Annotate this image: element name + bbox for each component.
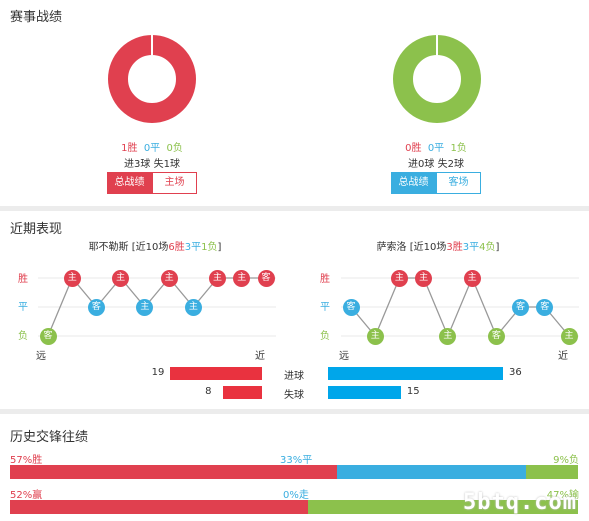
left-summary-post: ] [217, 242, 222, 253]
left-scored-bar [169, 367, 262, 380]
left-form-point: 主 [112, 269, 130, 287]
right-conceded-value: 15 [406, 386, 420, 397]
left-scored-value: 19 [151, 367, 165, 378]
left-form-point: 主 [209, 269, 227, 287]
left-recent-summary: 耶不勒斯 [近10场6胜3平1负] [40, 238, 270, 253]
right-form-point: 主 [366, 327, 384, 345]
left-win-count: 1胜 [121, 143, 138, 154]
left-level-loss: 负 [18, 331, 28, 342]
right-scored-bar [328, 367, 503, 380]
right-level-win: 胜 [320, 274, 330, 285]
history-section: 历史交锋往绩 57%胜 33%平 9%负 52%赢 0%走 47%输 5btq.… [0, 414, 589, 521]
history-win-bar [10, 465, 338, 479]
right-recent-losses: 4负 [479, 242, 496, 253]
history-loss-bar [526, 465, 578, 479]
recent-section: 近期表现 耶不勒斯 [近10场6胜3平1负] 萨索洛 [近10场3胜3平4负] … [0, 211, 589, 409]
right-form-point: 客 [487, 327, 505, 345]
handicap-win-pct: 52%赢 [10, 490, 43, 501]
left-summary-pre: [近10场 [131, 242, 169, 253]
left-recent-losses: 1负 [201, 242, 218, 253]
right-form-point: 主 [560, 327, 578, 345]
right-form-point: 客 [512, 298, 530, 316]
left-level-win: 胜 [18, 274, 28, 285]
right-record-wdl: 0胜 0平 1负 [366, 139, 506, 154]
left-form-point: 主 [160, 269, 178, 287]
left-goals: 进3球 失1球 [124, 159, 180, 170]
left-recent-wins: 6胜 [168, 242, 185, 253]
right-form-point: 客 [342, 298, 360, 316]
history-draw-bar [337, 465, 527, 479]
right-scored-value: 36 [509, 367, 522, 378]
right-goals: 进0球 失2球 [408, 159, 464, 170]
right-team-name: 萨索洛 [376, 242, 407, 253]
left-form-point: 主 [136, 298, 154, 316]
right-tab-away[interactable]: 客场 [436, 172, 481, 194]
right-recent-wins: 3胜 [446, 242, 463, 253]
left-form-point: 客 [257, 269, 275, 287]
left-form-point: 主 [63, 269, 81, 287]
right-record-ring [393, 35, 481, 123]
right-form-point: 主 [415, 269, 433, 287]
scored-label: 进球 [284, 371, 304, 382]
right-level-loss: 负 [320, 331, 330, 342]
left-level-draw: 平 [18, 302, 28, 313]
left-record-ring [108, 35, 196, 123]
left-form-line [47, 276, 266, 337]
left-tab-total[interactable]: 总战绩 [107, 172, 152, 194]
recent-title: 近期表现 [10, 222, 63, 237]
left-form-point: 主 [184, 298, 202, 316]
left-draw-count: 0平 [143, 143, 161, 154]
handicap-loss-pct: 47%输 [546, 490, 579, 501]
record-title: 赛事战绩 [10, 10, 63, 25]
left-form-point: 客 [39, 327, 57, 345]
left-team-name: 耶不勒斯 [88, 242, 129, 253]
history-loss-pct: 9%负 [553, 455, 579, 466]
left-conceded-value: 8 [205, 386, 212, 397]
left-form-point: 主 [233, 269, 251, 287]
right-record-tabs: 总战绩 客场 [391, 172, 481, 194]
right-conceded-bar [328, 386, 401, 399]
left-record-wdl: 1胜 0平 0负 [82, 139, 222, 154]
right-win-count: 0胜 [405, 143, 422, 154]
conceded-label: 失球 [284, 390, 304, 401]
right-recent-draws: 3平 [462, 242, 480, 253]
right-form-point: 主 [463, 269, 481, 287]
left-conceded-bar [223, 386, 262, 399]
right-recent-summary: 萨索洛 [近10场3胜3平4负] [318, 238, 558, 253]
left-form-point: 客 [87, 298, 105, 316]
left-far-label: 远 [36, 351, 46, 362]
right-tab-total[interactable]: 总战绩 [391, 172, 436, 194]
right-summary-pre: [近10场 [409, 242, 447, 253]
right-near-label: 近 [558, 351, 568, 362]
handicap-win-bar [10, 500, 309, 514]
right-form-chart: 客主主主主主客客客主 [0, 211, 589, 361]
right-summary-post: ] [495, 242, 500, 253]
right-form-point: 主 [390, 269, 408, 287]
history-title: 历史交锋往绩 [10, 430, 89, 445]
right-form-line [350, 276, 570, 338]
history-draw-pct: 33%平 [280, 455, 313, 466]
right-form-point: 客 [536, 298, 554, 316]
handicap-push-pct: 0%走 [283, 490, 309, 501]
history-win-pct: 57%胜 [10, 455, 43, 466]
left-near-label: 近 [255, 351, 265, 362]
right-draw-count: 0平 [427, 143, 445, 154]
handicap-loss-bar [308, 500, 578, 514]
left-tab-home[interactable]: 主场 [152, 172, 197, 194]
right-form-point: 主 [439, 327, 457, 345]
left-form-chart: 客主客主主主主主主客 [0, 211, 294, 361]
site-watermark: 5btq.com [463, 490, 577, 515]
left-recent-draws: 3平 [184, 242, 202, 253]
right-loss-count: 1负 [450, 143, 467, 154]
left-record-tabs: 总战绩 主场 [107, 172, 197, 194]
right-far-label: 远 [339, 351, 349, 362]
right-level-draw: 平 [320, 302, 330, 313]
record-section: 赛事战绩 1胜 0平 0负 进3球 失1球 总战绩 主场 0胜 0平 1负 进0… [0, 0, 589, 206]
left-loss-count: 0负 [166, 143, 183, 154]
